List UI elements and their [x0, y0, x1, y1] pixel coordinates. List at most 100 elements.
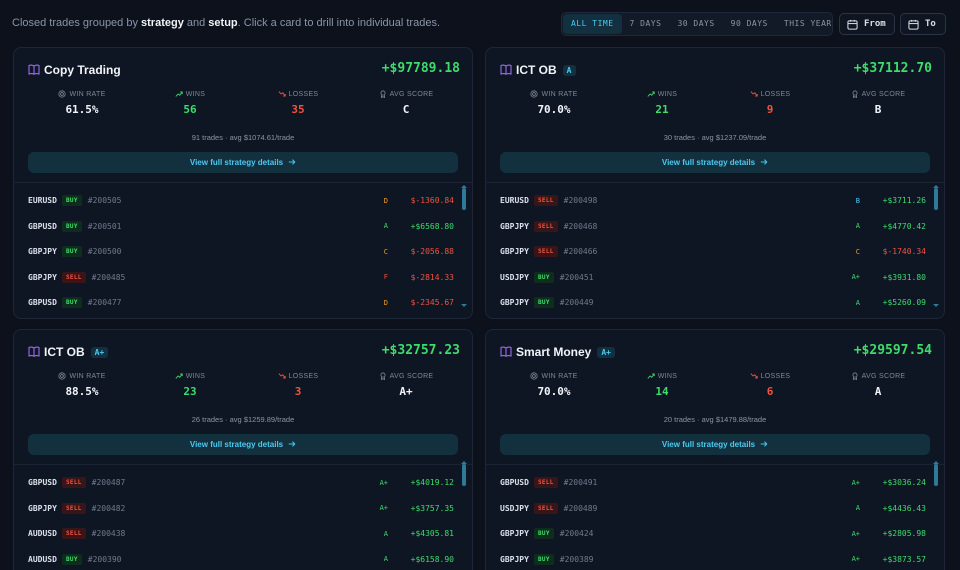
trade-symbol: GBPJPY [500, 221, 529, 231]
stat-value: A [874, 385, 882, 398]
trade-row[interactable]: EURUSD SELL #200498 B +$3711.26 [500, 188, 926, 214]
trade-list[interactable]: EURUSD SELL #200498 B +$3711.26 GBPJPY SELL #20… [500, 188, 926, 316]
trade-pnl: +$3757.35 [410, 503, 454, 513]
scroll-thumb[interactable] [934, 464, 938, 486]
setup-grade-badge: A [562, 65, 576, 76]
trade-list-scrollbar[interactable] [933, 461, 939, 570]
arrow-right-icon [760, 159, 768, 165]
trade-row[interactable]: GBPJPY BUY #200424 A+ +$2805.98 [500, 521, 926, 547]
trade-list[interactable]: GBPUSD SELL #200491 A+ +$3036.24 USDJPY SELL #2… [500, 470, 926, 570]
trade-row[interactable]: GBPUSD SELL #200491 A+ +$3036.24 [500, 470, 926, 496]
scroll-thumb[interactable] [934, 188, 938, 210]
scroll-up-arrow[interactable] [461, 185, 467, 188]
scroll-up-arrow[interactable] [933, 185, 939, 188]
stat-label: AVG SCORE [389, 372, 434, 380]
total-pnl: +$29597.54 [853, 343, 932, 358]
trade-id: #200438 [91, 529, 126, 539]
trade-list-scrollbar[interactable] [461, 185, 467, 307]
trend-up-icon [175, 373, 183, 379]
range-all-time[interactable]: ALL TIME [563, 14, 622, 34]
trade-row[interactable]: AUDUSD SELL #200438 A +$4305.81 [28, 521, 454, 547]
trade-row[interactable]: GBPJPY SELL #200485 F $-2814.33 [28, 265, 454, 291]
scroll-down-arrow[interactable] [933, 304, 939, 307]
scroll-up-arrow[interactable] [933, 461, 939, 464]
view-details-button[interactable]: View full strategy details [28, 152, 458, 173]
trade-id: #200389 [559, 554, 594, 564]
trade-row[interactable]: GBPUSD BUY #200477 D $-2345.67 [28, 290, 454, 316]
trend-down-icon [278, 91, 286, 97]
trade-symbol: GBPUSD [28, 221, 57, 231]
intro-and: and [183, 17, 209, 29]
trade-row[interactable]: GBPJPY BUY #200449 A +$5260.09 [500, 290, 926, 316]
trade-id: #200501 [87, 221, 122, 231]
strategy-card[interactable]: Smart Money A+ +$29597.54 WIN RATE 70.0% WINS… [485, 329, 945, 570]
stat-avg-score: AVG SCORE C [352, 90, 460, 122]
card-title: ICT OB A+ [44, 345, 109, 359]
card-title: Copy Trading [44, 63, 121, 77]
stats-row: WIN RATE 70.0% WINS 14 LOSSES 6 AVG SCORE A [500, 372, 932, 404]
trade-row[interactable]: USDJPY BUY #200451 A+ +$3931.80 [500, 265, 926, 291]
strategy-card[interactable]: ICT OB A+ +$32757.23 WIN RATE 88.5% WINS 23 LOS… [13, 329, 473, 570]
trade-summary: 26 trades · avg $1259.89/trade [191, 415, 295, 424]
trade-symbol: GBPJPY [28, 247, 57, 257]
range-90-days[interactable]: 90 DAYS [730, 19, 768, 28]
scroll-thumb[interactable] [462, 188, 466, 210]
trade-grade: A+ [851, 273, 860, 282]
trade-symbol: GBPJPY [28, 272, 57, 282]
award-icon [380, 372, 386, 380]
trade-row[interactable]: AUDUSD BUY #200390 A +$6158.90 [28, 547, 454, 570]
trade-pnl: +$3036.24 [882, 478, 926, 488]
trade-pnl: +$4019.12 [410, 478, 454, 488]
scroll-up-arrow[interactable] [461, 461, 467, 464]
trade-row[interactable]: GBPJPY BUY #200500 C $-2056.88 [28, 239, 454, 265]
strategy-card[interactable]: Copy Trading +$97789.18 WIN RATE 61.5% WINS 5… [13, 47, 473, 319]
trade-grade: C [855, 247, 860, 256]
trade-row[interactable]: GBPJPY SELL #200466 C $-1740.34 [500, 239, 926, 265]
trade-summary: 20 trades · avg $1479.88/trade [663, 415, 767, 424]
trade-list[interactable]: GBPUSD SELL #200487 A+ +$4019.12 GBPJPY SELL #2… [28, 470, 454, 570]
stat-label: AVG SCORE [861, 90, 906, 98]
range-30-days[interactable]: 30 DAYS [677, 19, 715, 28]
trade-row[interactable]: GBPUSD SELL #200487 A+ +$4019.12 [28, 470, 454, 496]
trade-row[interactable]: GBPJPY BUY #200389 A+ +$3873.57 [500, 547, 926, 570]
stat-win-rate: WIN RATE 70.0% [500, 90, 608, 122]
scroll-thumb[interactable] [462, 464, 466, 486]
stat-wins: WINS 14 [608, 372, 716, 404]
to-date-button[interactable]: To [900, 13, 946, 35]
from-date-button[interactable]: From [839, 13, 895, 35]
calendar-icon [847, 19, 858, 30]
trade-id: #200468 [563, 221, 598, 231]
trade-list-scrollbar[interactable] [933, 185, 939, 307]
to-label: To [925, 19, 936, 29]
target-icon [530, 90, 539, 98]
trade-pnl: +$4305.81 [410, 529, 454, 539]
stats-row: WIN RATE 61.5% WINS 56 LOSSES 35 AVG SCORE C [28, 90, 460, 122]
trade-row[interactable]: GBPUSD BUY #200501 A +$6568.80 [28, 214, 454, 240]
card-title: Smart Money A+ [516, 345, 615, 359]
trade-grade: D [383, 196, 388, 205]
stat-value: 61.5% [65, 103, 99, 116]
view-details-button[interactable]: View full strategy details [500, 152, 930, 173]
stat-label: WINS [185, 372, 206, 380]
strategy-card[interactable]: ICT OB A +$37112.70 WIN RATE 70.0% WINS 21 LOSS… [485, 47, 945, 319]
range-7-days[interactable]: 7 DAYS [629, 19, 662, 28]
intro-prefix: Closed trades grouped by [12, 17, 142, 29]
trade-list[interactable]: EURUSD BUY #200505 D $-1360.84 GBPUSD BUY #2005… [28, 188, 454, 316]
trade-side-badge: SELL [62, 528, 86, 540]
trade-row[interactable]: EURUSD BUY #200505 D $-1360.84 [28, 188, 454, 214]
range-this-year[interactable]: THIS YEAR [783, 19, 832, 28]
scroll-down-arrow[interactable] [461, 304, 467, 307]
trade-pnl: +$3931.80 [882, 272, 926, 282]
view-details-button[interactable]: View full strategy details [500, 434, 930, 455]
trade-pnl: $-2056.88 [410, 247, 454, 257]
total-pnl: +$32757.23 [381, 343, 460, 358]
trade-row[interactable]: GBPJPY SELL #200482 A+ +$3757.35 [28, 496, 454, 522]
trade-row[interactable]: GBPJPY SELL #200468 A +$4770.42 [500, 214, 926, 240]
trade-grade: A+ [851, 529, 860, 538]
trade-row[interactable]: USDJPY SELL #200489 A +$4436.43 [500, 496, 926, 522]
trade-grade: A [855, 298, 860, 307]
view-details-button[interactable]: View full strategy details [28, 434, 458, 455]
trade-list-scrollbar[interactable] [461, 461, 467, 570]
stat-label: AVG SCORE [861, 372, 906, 380]
trade-side-badge: BUY [534, 553, 554, 565]
